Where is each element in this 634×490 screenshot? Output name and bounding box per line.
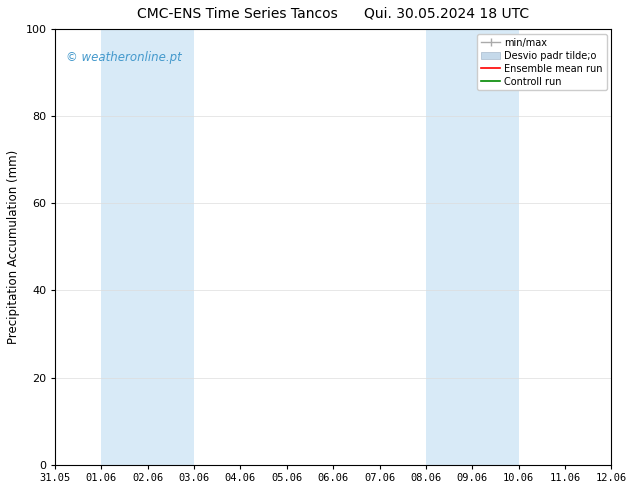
Legend: min/max, Desvio padr tilde;o, Ensemble mean run, Controll run: min/max, Desvio padr tilde;o, Ensemble m… [477, 34, 607, 91]
Bar [426, 29, 519, 465]
Text: © weatheronline.pt: © weatheronline.pt [66, 51, 182, 64]
Bar [611, 29, 634, 465]
Title: CMC-ENS Time Series Tancos      Qui. 30.05.2024 18 UTC: CMC-ENS Time Series Tancos Qui. 30.05.20… [137, 7, 529, 21]
Bar [101, 29, 194, 465]
Y-axis label: Precipitation Accumulation (mm): Precipitation Accumulation (mm) [7, 150, 20, 344]
